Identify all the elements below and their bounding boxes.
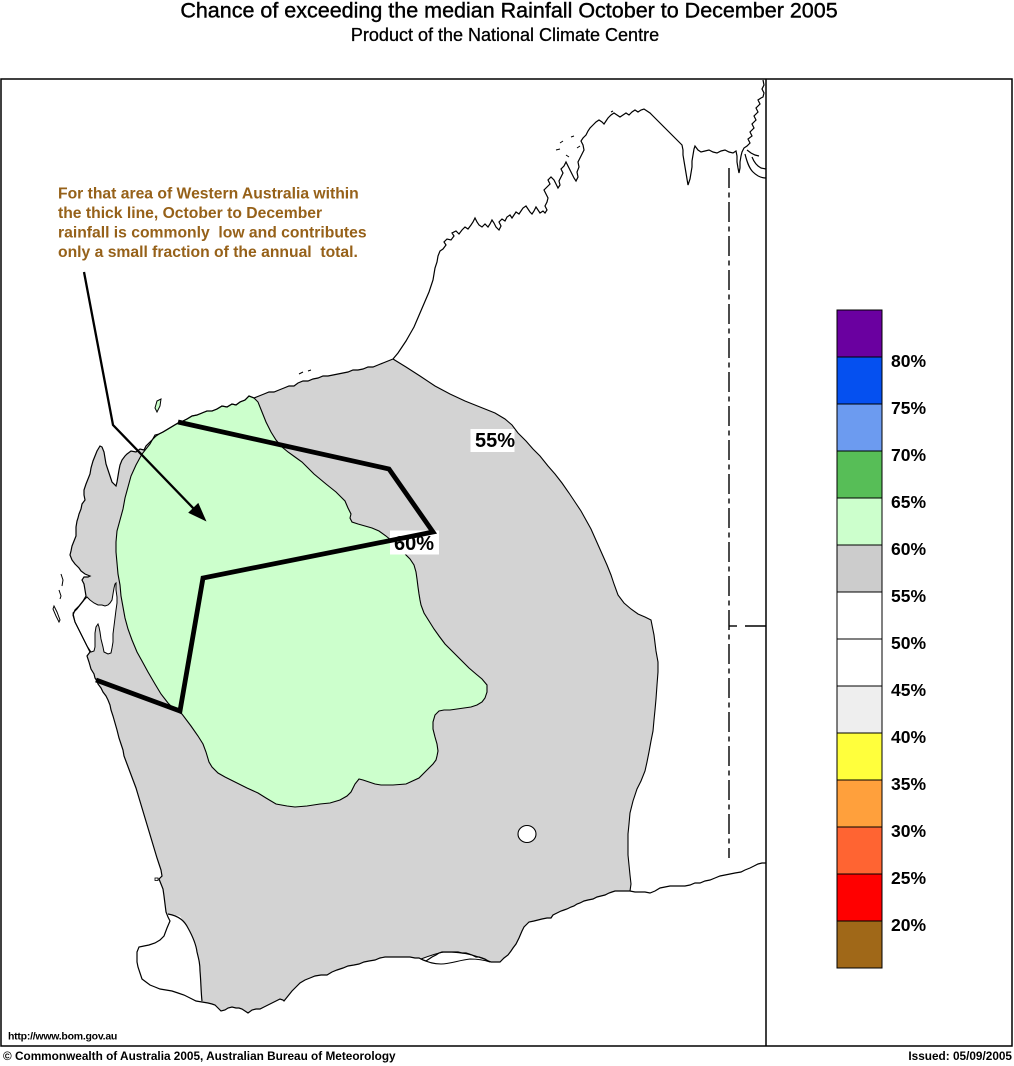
svg-text:65%: 65% (891, 492, 926, 512)
svg-text:50%: 50% (891, 633, 926, 653)
svg-text:35%: 35% (891, 774, 926, 794)
svg-text:80%: 80% (891, 351, 926, 371)
svg-text:For that area of Western Austr: For that area of Western Australia withi… (58, 186, 359, 203)
svg-text:25%: 25% (891, 868, 926, 888)
svg-text:only a small fraction of the a: only a small fraction of the annual tota… (58, 244, 358, 261)
svg-text:the thick line, October to Dec: the thick line, October to December (58, 205, 322, 222)
svg-text:55%: 55% (475, 430, 515, 452)
svg-text:Chance of exceeding the median: Chance of exceeding the median Rainfall … (180, 0, 837, 23)
svg-text:55%: 55% (891, 586, 926, 606)
svg-text:60%: 60% (394, 533, 434, 555)
svg-text:Issued: 05/09/2005: Issued: 05/09/2005 (908, 1049, 1012, 1063)
svg-text:© Commonwealth of Australia 20: © Commonwealth of Australia 2005, Austra… (3, 1049, 396, 1063)
svg-text:70%: 70% (891, 445, 926, 465)
svg-text:Product of the National Climat: Product of the National Climate Centre (351, 25, 659, 45)
svg-text:40%: 40% (891, 727, 926, 747)
svg-text:60%: 60% (891, 539, 926, 559)
svg-text:30%: 30% (891, 821, 926, 841)
svg-text:75%: 75% (891, 398, 926, 418)
svg-text:rainfall is commonly low and: rainfall is commonly low and contributes (58, 225, 367, 242)
svg-text:20%: 20% (891, 915, 926, 935)
svg-text:http://www.bom.gov.au: http://www.bom.gov.au (8, 1031, 117, 1043)
svg-text:45%: 45% (891, 680, 926, 700)
